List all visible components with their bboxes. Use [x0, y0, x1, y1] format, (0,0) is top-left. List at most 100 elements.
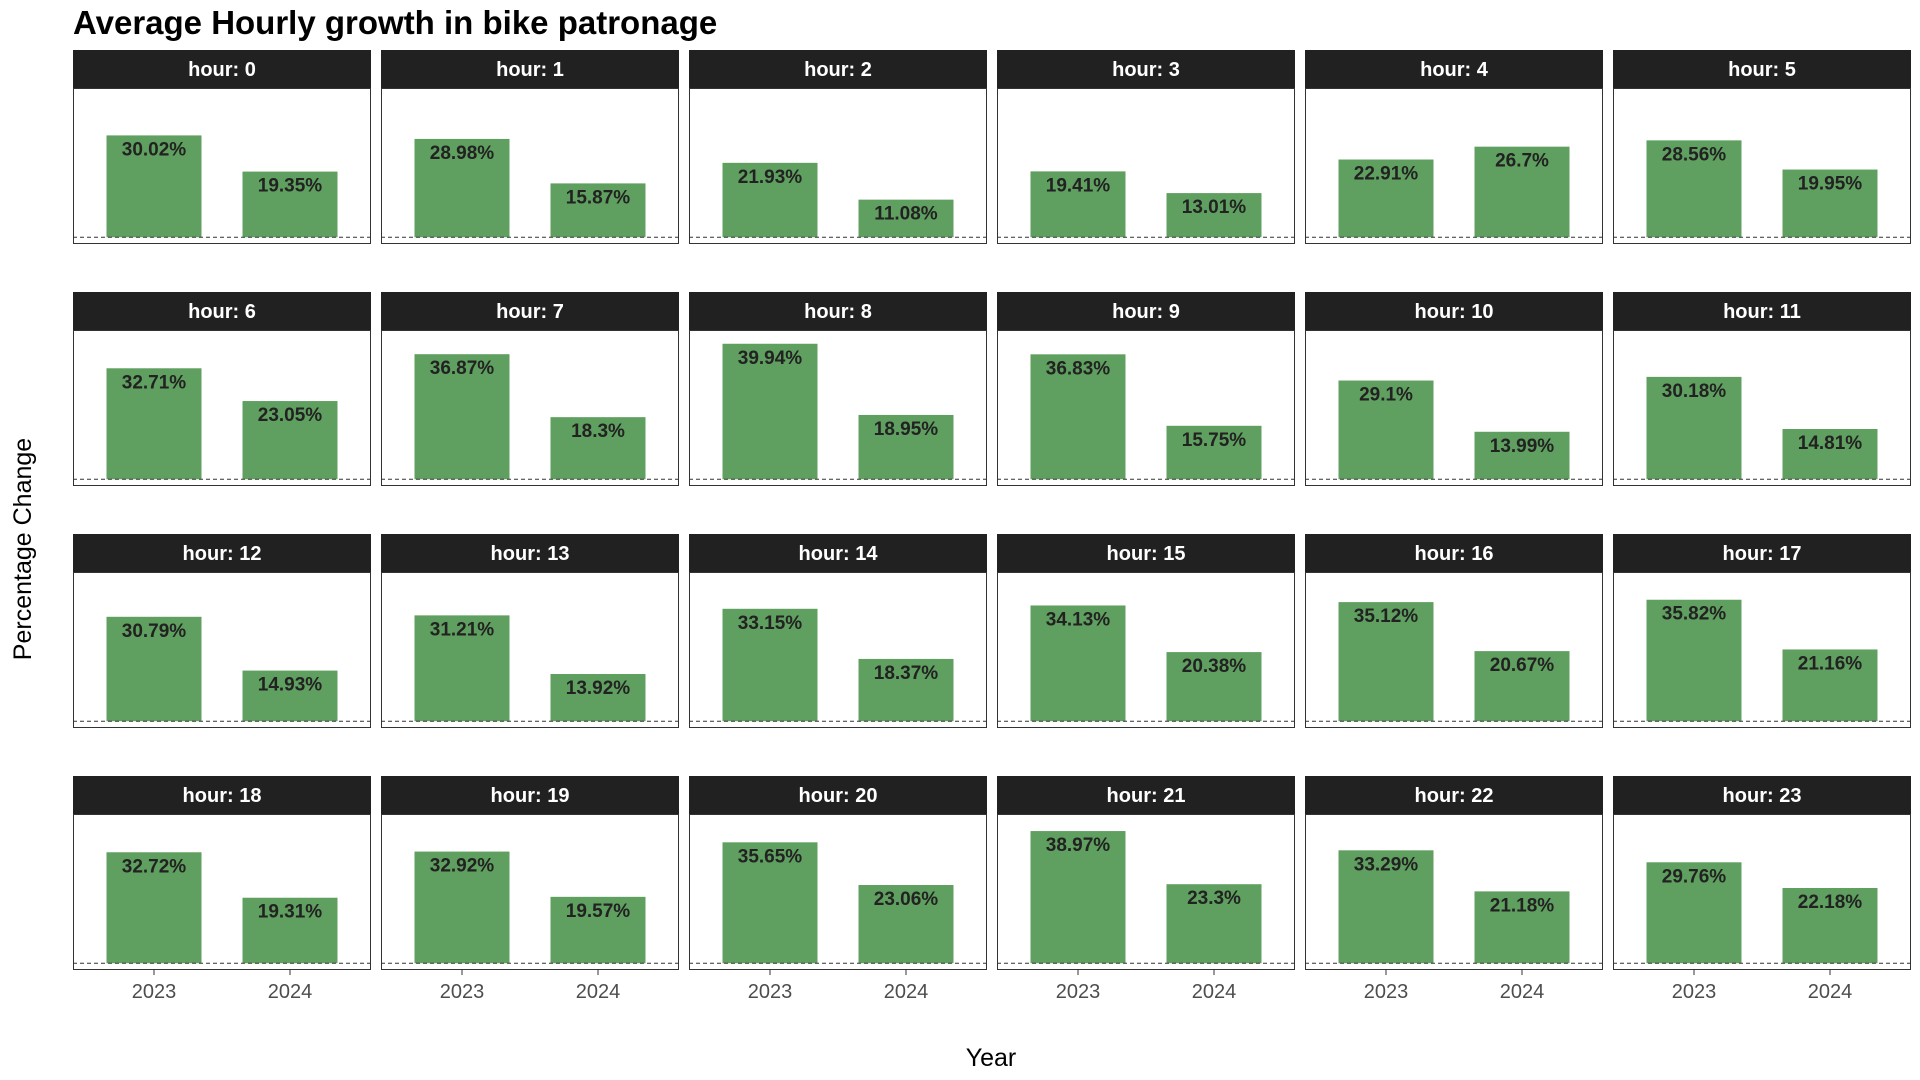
x-tick-label: 2023: [1364, 981, 1409, 1003]
facet-strip-label: hour: 11: [1723, 301, 1801, 323]
facet-strip: [73, 292, 371, 330]
data-label: 20.38%: [1182, 656, 1247, 677]
data-label: 32.92%: [430, 856, 495, 877]
data-label: 30.79%: [122, 621, 187, 642]
facet-strip: [1613, 534, 1911, 572]
bar-2023: [1646, 862, 1742, 964]
panel-border: [381, 88, 679, 244]
facet-strip: [1613, 292, 1911, 330]
panel-border: [1613, 814, 1911, 970]
facet-strip-label: hour: 12: [183, 543, 262, 565]
facet-strip: [997, 50, 1295, 88]
bar-2024: [550, 674, 646, 722]
facet-strip: [689, 292, 987, 330]
panel-border: [1613, 330, 1911, 486]
data-label: 19.35%: [258, 176, 323, 197]
panel-border: [381, 330, 679, 486]
facet-strip: [73, 50, 371, 88]
facet-strip-label: hour: 10: [1415, 301, 1494, 323]
bar-2023: [1030, 171, 1126, 238]
bar-2023: [414, 138, 510, 238]
panel-border: [689, 814, 987, 970]
data-label: 23.05%: [258, 405, 323, 426]
x-tick-label: 2023: [748, 981, 793, 1003]
facet-panel-hour-4: hour: 4 22.91% 26.7%: [1305, 50, 1603, 244]
data-label: 29.1%: [1359, 385, 1413, 406]
bar-2023: [414, 354, 510, 480]
panel-border: [997, 572, 1295, 728]
data-label: 15.87%: [566, 187, 631, 208]
data-label: 11.08%: [874, 204, 937, 225]
facet-strip: [1613, 50, 1911, 88]
facet-strip: [381, 776, 679, 814]
facet-strip-label: hour: 21: [1107, 785, 1186, 807]
bar-2024: [1474, 146, 1570, 238]
bar-2024: [1782, 428, 1878, 480]
bar-2023: [1646, 599, 1742, 722]
data-label: 33.29%: [1354, 854, 1419, 875]
data-label: 13.01%: [1182, 197, 1247, 218]
facet-panel-hour-17: hour: 17 35.82% 21.16%: [1613, 534, 1911, 728]
bar-2024: [1782, 649, 1878, 722]
facet-strip-label: hour: 18: [183, 785, 262, 807]
bar-2023: [1030, 354, 1126, 480]
facet-strip-label: hour: 19: [491, 785, 570, 807]
bar-2024: [1166, 884, 1262, 964]
bar-2024: [1474, 651, 1570, 722]
facet-panel-hour-19: hour: 19 32.92% 19.57% 2023 2024: [381, 776, 679, 1003]
x-tick-label: 2023: [1672, 981, 1717, 1003]
x-tick-label: 2024: [1192, 981, 1237, 1003]
data-label: 21.18%: [1490, 895, 1555, 916]
bar-2023: [106, 852, 202, 964]
panel-border: [997, 88, 1295, 244]
y-axis-title: Percentage Change: [9, 438, 37, 660]
bar-2024: [242, 171, 338, 238]
bar-2023: [1030, 831, 1126, 964]
data-label: 30.02%: [122, 139, 187, 160]
x-tick-label: 2024: [1500, 981, 1545, 1003]
facet-strip: [689, 776, 987, 814]
data-label: 28.56%: [1662, 144, 1727, 165]
x-tick-label: 2023: [132, 981, 177, 1003]
bar-2023: [1646, 376, 1742, 480]
bar-2024: [550, 417, 646, 480]
bar-2024: [1474, 891, 1570, 964]
facet-strip-label: hour: 17: [1723, 543, 1802, 565]
bar-2024: [242, 897, 338, 964]
facet-strip-label: hour: 23: [1723, 785, 1802, 807]
x-tick-label: 2024: [884, 981, 929, 1003]
facet-strip: [1305, 534, 1603, 572]
data-label: 31.21%: [430, 619, 495, 640]
facet-strip-label: hour: 14: [799, 543, 879, 565]
bar-2024: [858, 885, 954, 964]
facet-panel-hour-3: hour: 3 19.41% 13.01%: [997, 50, 1295, 244]
bar-2023: [1338, 159, 1434, 238]
bar-2023: [106, 368, 202, 480]
facet-strip: [381, 50, 679, 88]
bar-2024: [242, 401, 338, 480]
data-label: 18.37%: [874, 663, 939, 684]
panel-border: [689, 572, 987, 728]
data-label: 28.98%: [430, 143, 495, 164]
bar-2023: [722, 343, 818, 480]
x-tick-label: 2023: [440, 981, 485, 1003]
bar-2023: [722, 162, 818, 238]
bar-2023: [722, 608, 818, 722]
bar-2024: [1782, 887, 1878, 964]
data-label: 29.76%: [1662, 866, 1727, 887]
facet-panel-hour-0: hour: 0 30.02% 19.35%: [73, 50, 371, 244]
facet-strip: [997, 534, 1295, 572]
x-tick-label: 2023: [1056, 981, 1101, 1003]
facet-strip: [689, 534, 987, 572]
facet-strip-label: hour: 7: [496, 301, 564, 323]
bar-2024: [550, 896, 646, 964]
panel-border: [1613, 572, 1911, 728]
x-axis-title: Year: [966, 1044, 1017, 1072]
data-label: 14.81%: [1798, 433, 1863, 454]
data-label: 35.82%: [1662, 604, 1727, 625]
facet-strip: [1305, 50, 1603, 88]
facet-panel-hour-12: hour: 12 30.79% 14.93%: [73, 534, 371, 728]
facet-strip: [73, 776, 371, 814]
panel-border: [1305, 572, 1603, 728]
